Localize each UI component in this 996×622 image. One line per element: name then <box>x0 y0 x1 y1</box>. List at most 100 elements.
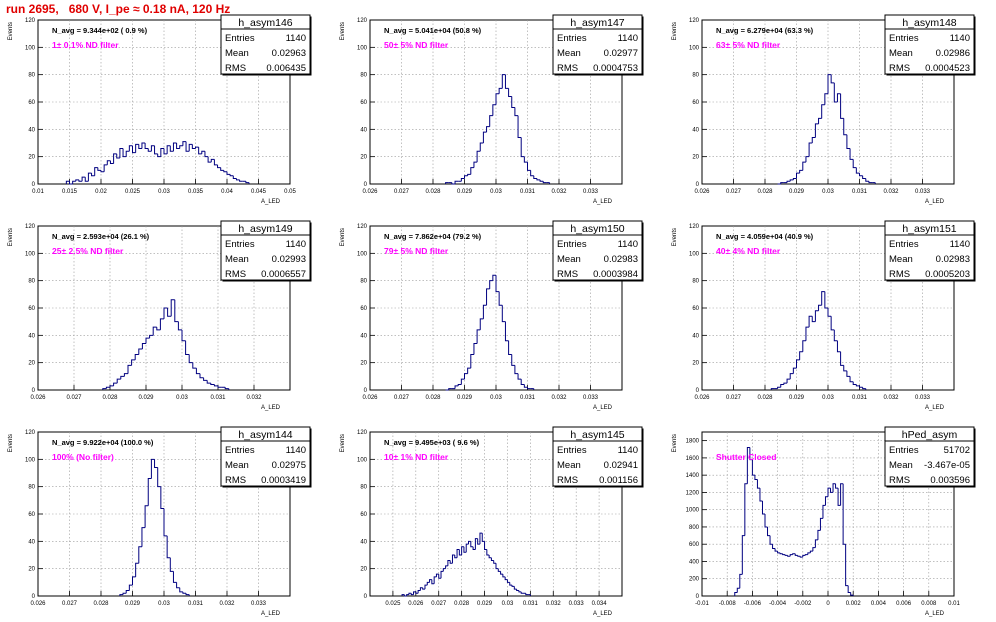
histogram-bin <box>433 576 437 584</box>
histogram-bin <box>498 291 503 306</box>
x-tick-label: 0.028 <box>93 601 109 607</box>
histogram-bin <box>514 365 519 375</box>
stats-mean-label: Mean <box>889 48 913 59</box>
histogram-bin <box>445 565 448 569</box>
histogram-bin <box>147 148 152 152</box>
stats-box <box>220 14 311 75</box>
x-tick-label: 0.026 <box>408 601 424 607</box>
histogram-bin <box>769 535 773 545</box>
histogram-bin <box>141 343 146 349</box>
histogram-bin <box>811 137 816 143</box>
x-tick-label: 0.033 <box>569 601 585 607</box>
histogram-bin <box>122 592 127 595</box>
histogram-bin <box>467 367 471 374</box>
y-tick-label: 100 <box>357 45 368 51</box>
histogram-bin <box>479 532 483 545</box>
histogram-bin <box>138 348 143 355</box>
histogram-bin <box>426 581 430 586</box>
histogram-bin <box>188 143 193 152</box>
histogram-bin <box>799 556 803 558</box>
y-tick-label: 0 <box>32 594 36 600</box>
histogram-bin <box>229 174 234 177</box>
histogram-bin <box>470 167 474 175</box>
histogram-bin <box>128 584 133 591</box>
y-tick-label: 60 <box>28 512 35 518</box>
histogram-bin <box>501 74 506 89</box>
histogram-bin <box>777 551 781 554</box>
histogram-bin <box>203 377 208 381</box>
histogram-bin <box>847 585 851 594</box>
histogram-bin <box>739 573 743 589</box>
histogram-bin <box>481 533 485 542</box>
filter-label: Shutter Closed <box>716 452 776 462</box>
histogram-bin <box>490 557 494 561</box>
histogram-bin <box>410 593 414 596</box>
histogram-bin <box>144 505 149 528</box>
x-tick-label: 0.03 <box>502 601 514 607</box>
histogram-bin <box>525 593 529 596</box>
histogram-bin <box>75 179 79 182</box>
histogram-bin <box>210 383 215 386</box>
histogram-bin <box>486 288 490 306</box>
histogram-bin <box>223 170 227 173</box>
histogram-bin <box>460 178 465 182</box>
histogram-bin <box>468 540 471 545</box>
x-tick-label: -0.004 <box>769 601 787 607</box>
histogram-bin <box>508 340 512 355</box>
y-axis-title: Events <box>340 228 346 246</box>
stats-mean-value: -3.467e-05 <box>924 460 970 471</box>
stats-entries-label: Entries <box>889 33 919 44</box>
histogram-bin <box>833 329 838 342</box>
x-tick-label: 0.034 <box>592 601 608 607</box>
y-tick-label: 120 <box>689 18 700 24</box>
histogram-bin <box>224 387 229 390</box>
x-tick-label: 0.028 <box>425 189 441 195</box>
x-tick-label: 0.033 <box>583 395 599 401</box>
stats-entries-value: 1140 <box>950 33 970 44</box>
stats-rms-label: RMS <box>225 63 246 74</box>
histogram-bin <box>836 340 841 353</box>
stats-box <box>552 14 643 75</box>
filter-label: 40± 4% ND filter <box>716 246 781 256</box>
histogram-bin <box>94 167 98 176</box>
y-tick-label: 100 <box>357 457 368 463</box>
x-tick-label: 0.026 <box>362 395 378 401</box>
histogram-bin <box>154 145 158 155</box>
histogram-bin <box>476 150 481 163</box>
histogram-bin <box>814 123 819 138</box>
histogram-bin <box>419 587 423 591</box>
histogram-bin <box>782 553 786 556</box>
x-tick-label: 0.027 <box>726 395 742 401</box>
y-tick-label: 20 <box>28 567 35 573</box>
x-tick-label: 0.002 <box>846 601 862 607</box>
histogram-bin <box>833 82 838 103</box>
y-tick-label: 100 <box>25 45 36 51</box>
histogram-bin <box>403 594 407 597</box>
stats-rms-label: RMS <box>225 269 246 280</box>
stats-mean-label: Mean <box>557 48 581 59</box>
histogram-bin <box>213 159 218 166</box>
stats-mean-value: 0.02963 <box>272 48 306 59</box>
navg-label: N_avg = 9.922e+04 (100.0 %) <box>52 438 154 447</box>
stats-title: hPed_asym <box>902 429 958 441</box>
y-tick-label: 120 <box>357 430 368 436</box>
histogram-bin <box>835 483 839 489</box>
histogram-bin <box>523 156 528 163</box>
navg-label: N_avg = 9.495e+03 ( 9.6 %) <box>384 438 480 447</box>
histogram-bin <box>106 160 111 165</box>
histogram-bin <box>135 143 139 153</box>
histogram-bin <box>199 373 204 379</box>
histogram-bin <box>500 571 503 575</box>
histogram-bin <box>113 153 117 164</box>
histogram-bin <box>220 167 224 171</box>
y-tick-label: 1600 <box>686 456 700 462</box>
histogram-bin <box>865 178 869 182</box>
stats-title: h_asym144 <box>238 429 292 441</box>
y-tick-label: 0 <box>32 388 36 394</box>
stats-entries-value: 1140 <box>618 33 638 44</box>
histogram-bin <box>850 592 854 596</box>
stats-rms-label: RMS <box>225 475 246 486</box>
histogram-bin <box>473 161 478 168</box>
y-tick-label: 600 <box>689 542 700 548</box>
histogram-bin <box>770 388 775 390</box>
